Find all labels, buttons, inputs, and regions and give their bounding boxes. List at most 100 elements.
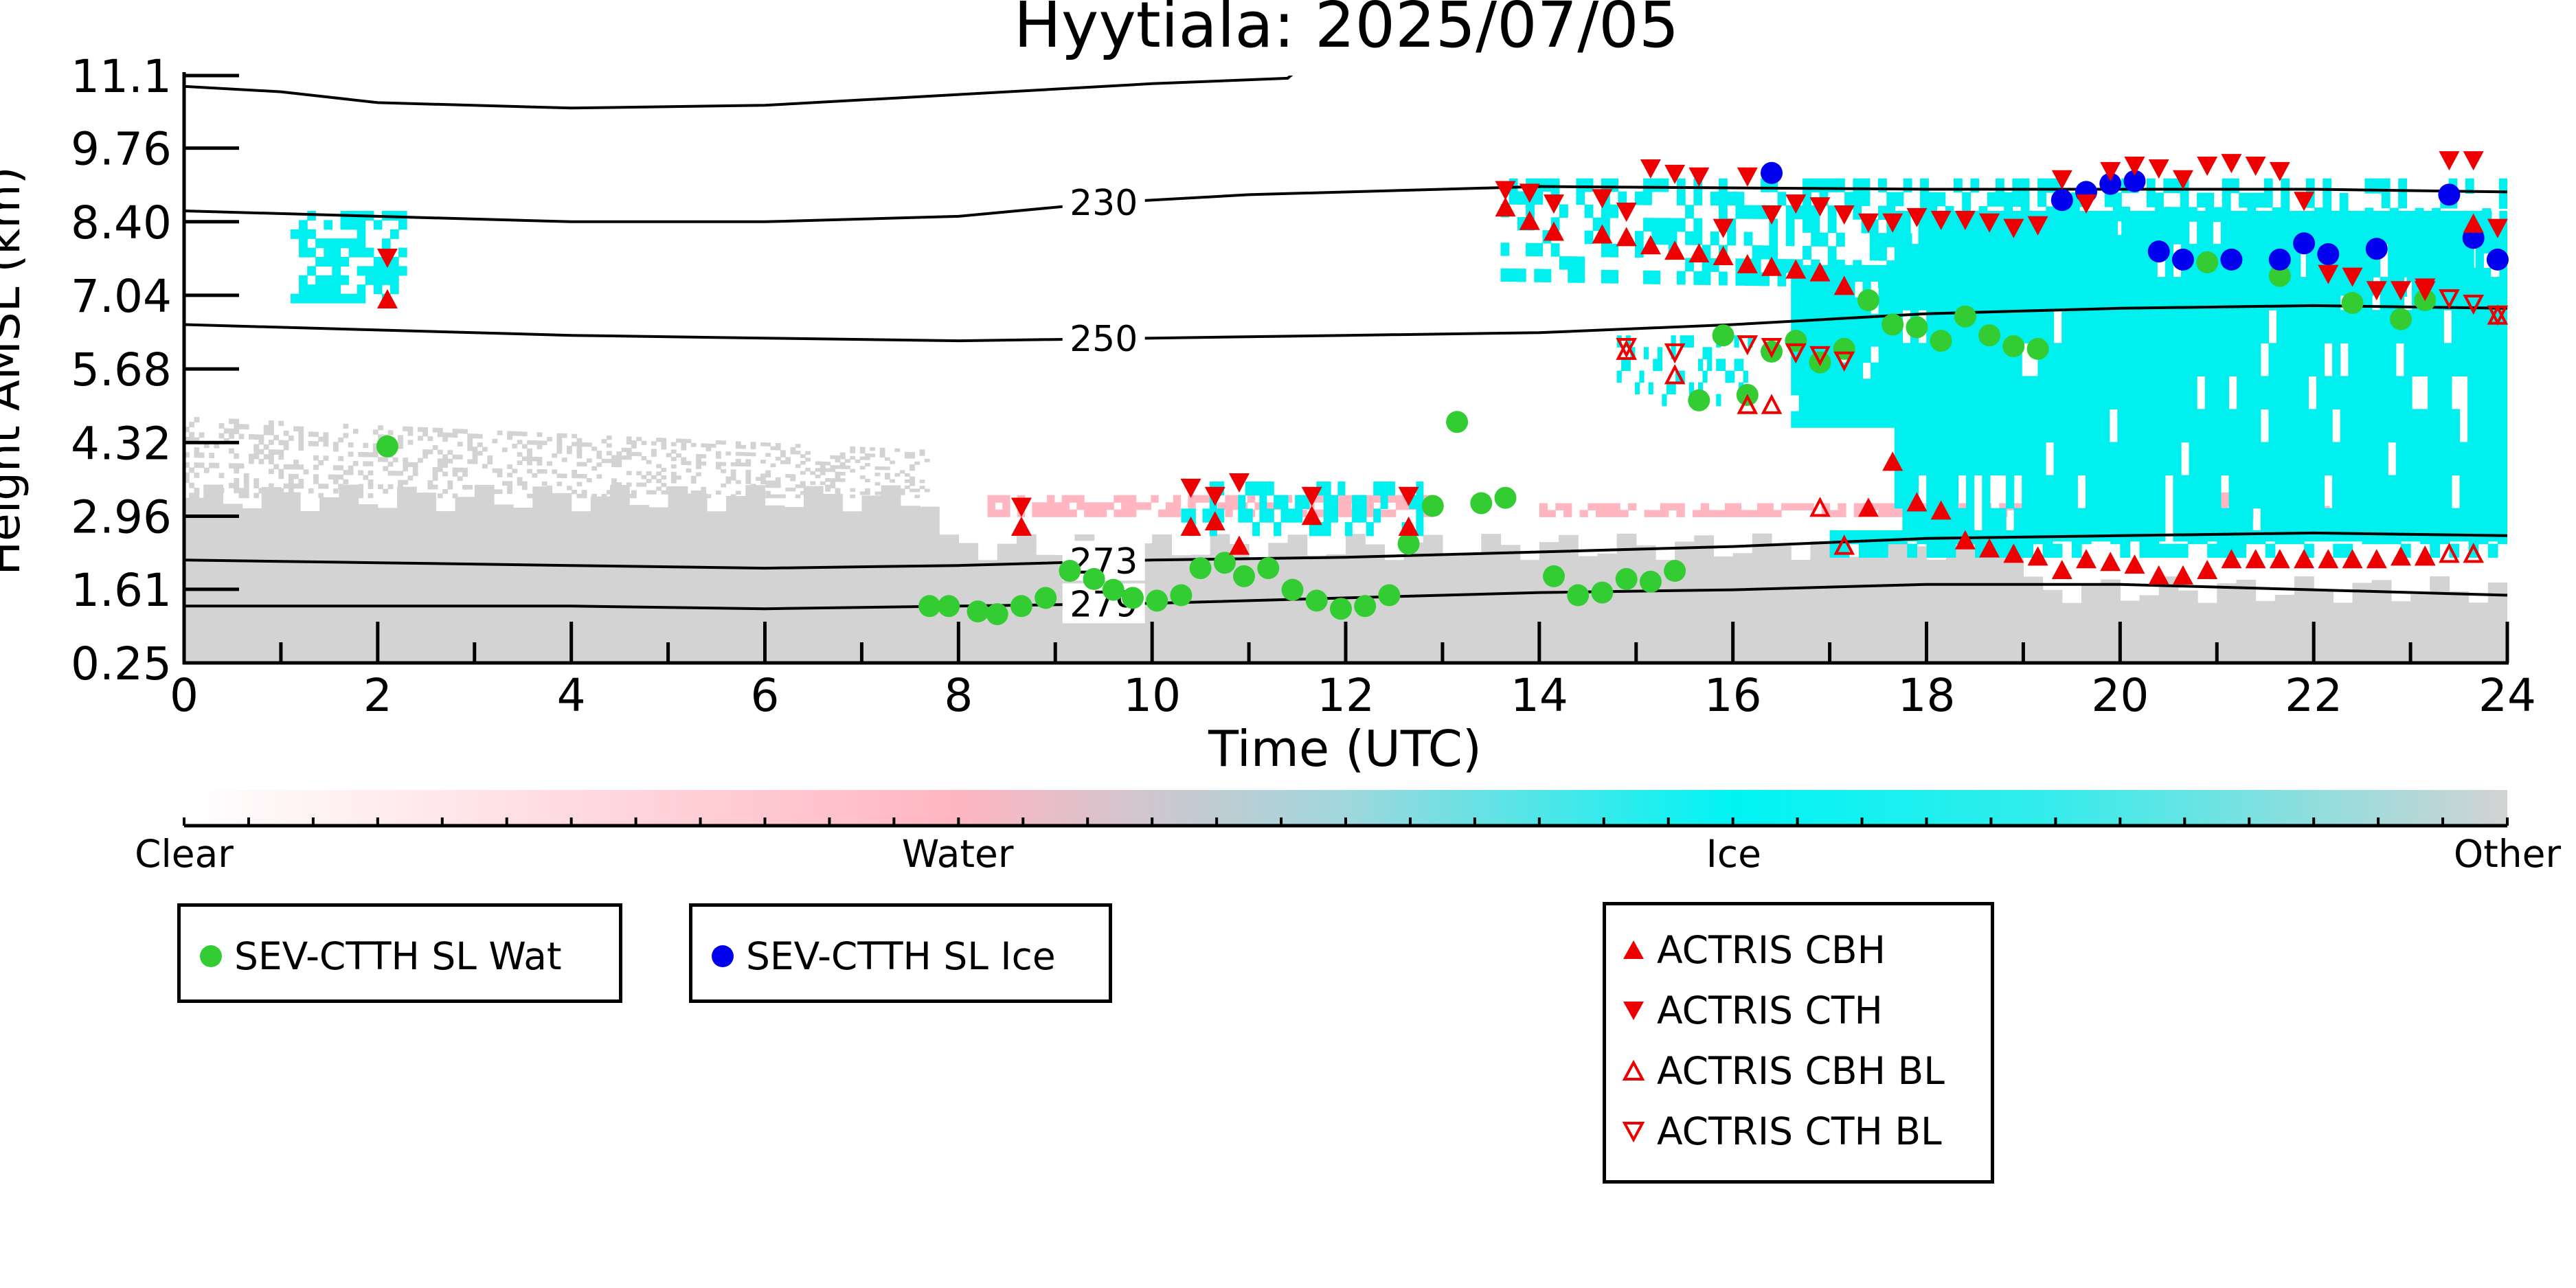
ice-patch-early-cell [307, 284, 316, 295]
water-patch-1-cell [1381, 509, 1389, 517]
other-field-speckle-cell [790, 447, 796, 451]
other-field-speckle-cell [298, 479, 304, 484]
other-field-speckle-cell [348, 442, 354, 448]
other-field-speckle-cell [398, 471, 403, 476]
other-field-speckle-cell [293, 473, 299, 479]
water-patch-2-cell [1620, 510, 1629, 517]
other-field-speckle-cell [735, 479, 741, 484]
ice-main-body-cell [2324, 277, 2333, 310]
other-field-speckle-cell [914, 495, 920, 499]
other-field-speckle-cell [795, 484, 801, 488]
ice-anvil-upper-cell [1534, 269, 1544, 282]
water-patch-1-cell [1344, 502, 1352, 510]
ice-patch-early-cell [390, 257, 399, 267]
ice-main-body-cell [2260, 277, 2269, 310]
ice-main-body-cell [2380, 442, 2388, 476]
other-field-speckle-cell [626, 471, 632, 475]
ice-main-body-cell [2053, 211, 2062, 245]
other-field-speckle-cell [591, 447, 597, 451]
ice-patch-early-cell [332, 293, 341, 304]
other-field-speckle-cell [909, 482, 915, 486]
ice-main-body-cell [1871, 394, 1879, 412]
ice-main-body-cell [2117, 343, 2126, 376]
other-field-speckle-cell [641, 482, 647, 487]
ice-main-edge-cell [2197, 530, 2208, 545]
ice-main-body-cell [2380, 310, 2388, 343]
ice-main-body-cell [2077, 343, 2086, 376]
other-field-speckle-cell [398, 444, 403, 449]
other-field-speckle-cell [452, 454, 458, 460]
ice-patch-early-cell [357, 266, 366, 276]
other-field-speckle-cell [636, 436, 642, 441]
other-field-speckle-cell [184, 437, 190, 442]
other-field-solid-cell [1036, 554, 1056, 663]
ice-anvil-upper-cell [2188, 207, 2197, 222]
ice-main-body-cell [2316, 277, 2325, 310]
other-field-speckle-cell [745, 473, 752, 477]
y-tick-label: 2.96 [71, 490, 172, 543]
ice-main-body-cell [1815, 281, 1824, 298]
other-field-speckle-cell [189, 467, 194, 473]
other-field-solid-cell [339, 484, 359, 663]
ice-main-body-cell [1918, 277, 1927, 310]
data-point [1543, 221, 1564, 241]
other-field-speckle-cell [750, 487, 756, 492]
other-field-speckle-cell [203, 442, 210, 449]
ice-main-body-cell [2101, 277, 2110, 310]
other-field-speckle-cell [835, 458, 841, 463]
other-field-speckle-cell [218, 433, 225, 439]
green-circle-marker-icon [200, 945, 222, 967]
ice-main-body-cell [1974, 244, 1982, 278]
other-field-solid-cell [1519, 560, 1540, 663]
other-field-speckle-cell [716, 490, 721, 495]
ice-main-body-cell [2101, 244, 2110, 278]
ice-main-body-cell [2316, 211, 2325, 245]
ice-main-body-cell [1822, 313, 1831, 330]
ice-patch-mid-cell [1373, 508, 1381, 523]
other-field-speckle-cell [899, 470, 905, 474]
data-point [1761, 338, 1783, 359]
other-field-speckle-cell [263, 444, 269, 450]
ice-main-body-cell [1894, 376, 1903, 410]
ice-main-body-cell [2125, 343, 2134, 376]
other-field-speckle-cell [572, 470, 577, 475]
ice-main-body-cell [2204, 277, 2213, 310]
ice-main-edge-cell [1917, 530, 1928, 545]
ice-patch-early-cell [299, 229, 308, 239]
ice-main-body-cell [2029, 442, 2038, 476]
water-patch-1-cell [1061, 502, 1070, 510]
phase-colorbar: Clear Water Ice Other [135, 790, 2561, 876]
water-patch-2-cell [1789, 503, 1798, 510]
other-field-speckle-cell [681, 438, 687, 443]
data-point [1640, 159, 1661, 179]
other-field-speckle-cell [885, 475, 890, 479]
other-field-speckle-cell [775, 477, 781, 482]
other-field-speckle-cell [556, 433, 563, 438]
other-field-speckle-cell [333, 479, 339, 484]
other-field-speckle-cell [338, 455, 343, 462]
legend-entry-cbh: ACTRIS CBH [1620, 926, 1886, 974]
other-field-solid-cell [2391, 601, 2411, 663]
ice-main-body-cell [2412, 310, 2421, 343]
ice-main-body-cell [2157, 409, 2166, 443]
ice-main-body-cell [2117, 277, 2126, 310]
ice-main-body-cell [2332, 211, 2341, 245]
other-field-speckle-cell [472, 459, 478, 464]
ice-main-body-cell [1878, 411, 1887, 428]
other-field-speckle-cell [701, 443, 707, 448]
ice-main-body-cell [1822, 379, 1831, 396]
water-patch-2-cell [1878, 503, 1887, 510]
water-patch-2-cell [1732, 503, 1741, 510]
ice-main-body-cell [2483, 475, 2492, 509]
ice-patch-mid-cell [1274, 522, 1282, 536]
ice-main-body-cell [1950, 376, 1959, 410]
ice-patch-mid-cell [1359, 495, 1367, 509]
other-field-speckle-cell [313, 474, 319, 479]
ice-patch-mid-cell [1287, 508, 1296, 523]
other-field-speckle-cell [442, 463, 448, 468]
ice-anvil-upper-cell [1676, 218, 1686, 232]
other-field-speckle-cell [890, 479, 895, 483]
other-field-solid-cell [1791, 560, 1811, 663]
ice-main-body-cell [1902, 442, 1911, 476]
other-field-speckle-cell [288, 483, 294, 489]
